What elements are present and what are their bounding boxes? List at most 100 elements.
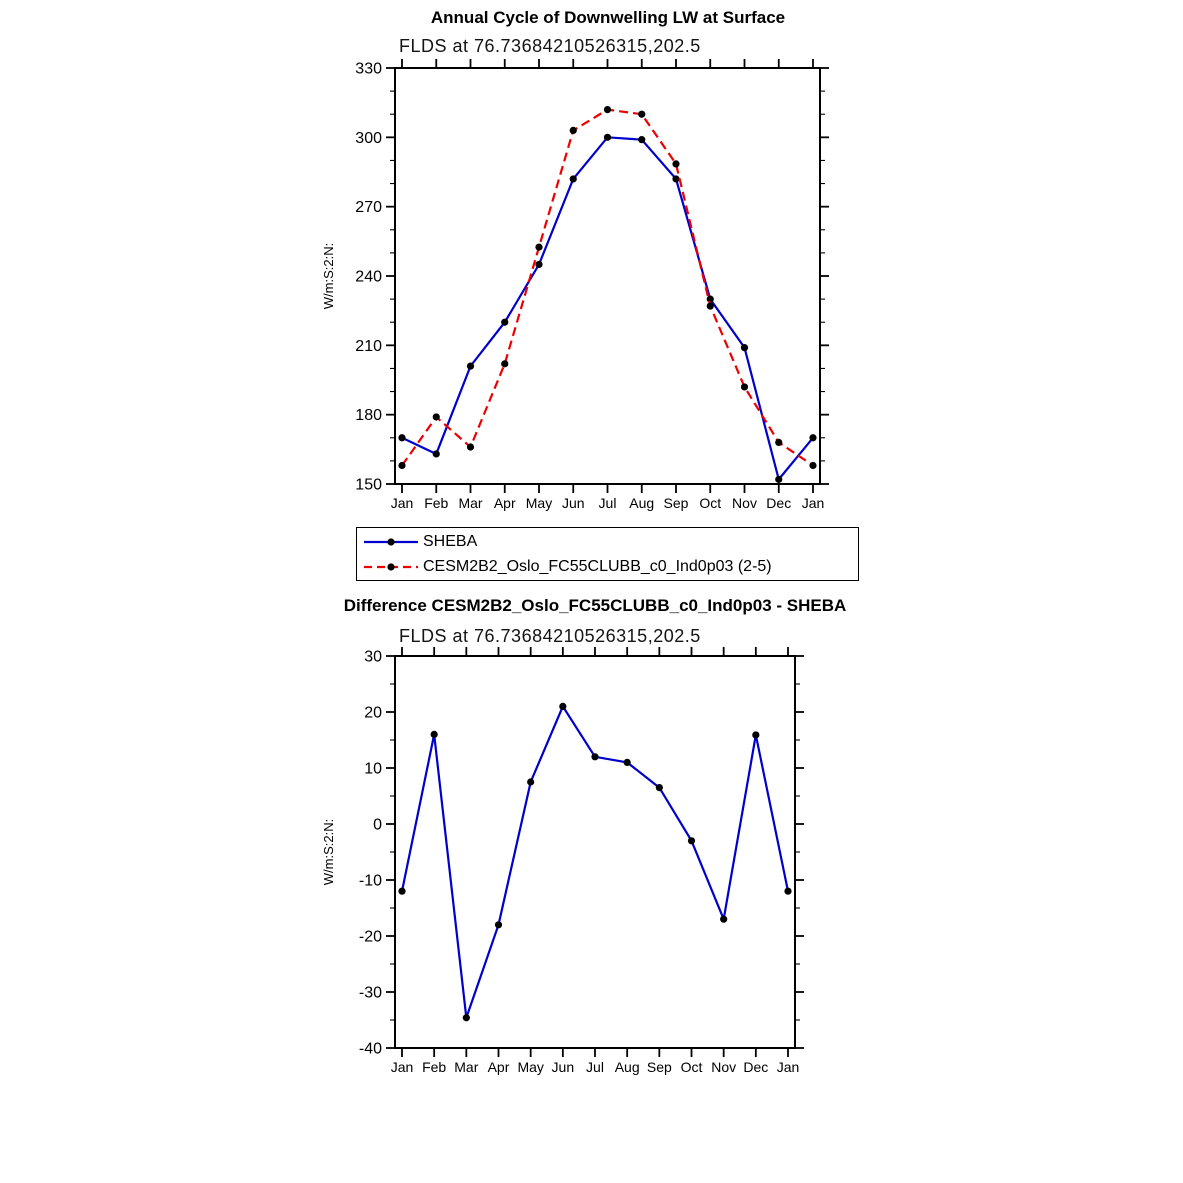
data-point: [655, 784, 663, 792]
data-point: [398, 434, 406, 442]
data-point: [494, 921, 503, 929]
y-tick-label: 20: [364, 705, 382, 722]
annual-cycle-chart: 150 180 210 240 270 300 330 Jan Feb Mar Apr May Jun J…: [321, 59, 829, 511]
x-tick-label: Jun: [552, 1059, 575, 1075]
legend-label-cesm: CESM2B2_Oslo_FC55CLUBB_c0_Ind0p03 (2-5): [423, 557, 772, 575]
data-point: [432, 413, 440, 421]
data-point: [720, 915, 728, 923]
data-point: [706, 295, 714, 303]
data-point: [398, 887, 406, 895]
x-tick-label: Mar: [454, 1059, 478, 1075]
data-point: [535, 260, 543, 269]
y-tick-label: 10: [364, 761, 382, 778]
data-point: [775, 438, 783, 446]
y-tick-label: -40: [359, 1041, 382, 1058]
legend-item-cesm: CESM2B2_Oslo_FC55CLUBB_c0_Ind0p03 (2-5): [357, 554, 858, 579]
data-point: [706, 302, 714, 310]
x-tick-label: Sep: [664, 495, 689, 511]
data-point: [559, 702, 567, 711]
data-point: [569, 126, 577, 134]
data-point: [432, 450, 440, 458]
x-tick-label: Jan: [802, 495, 825, 511]
x-tick-label: Jan: [391, 495, 414, 511]
data-point: [535, 243, 543, 251]
x-tick-label: Jul: [599, 495, 617, 511]
data-point: [740, 383, 749, 391]
y-tick-label: -30: [359, 985, 382, 1002]
data-point: [527, 778, 535, 786]
data-point: [740, 344, 749, 352]
y-axis-title: W/m:S:2:N:: [321, 819, 336, 885]
data-point: [591, 753, 599, 761]
series-line-0: [400, 704, 790, 1019]
x-tick-label: Oct: [681, 1059, 703, 1075]
data-point: [672, 160, 680, 168]
y-tick-label: -20: [359, 929, 382, 946]
data-point: [638, 136, 646, 144]
x-tick-label: Apr: [494, 495, 516, 511]
x-tick-label: Jul: [586, 1059, 604, 1075]
y-tick-label: 240: [355, 269, 382, 286]
data-point: [687, 837, 696, 845]
data-point: [638, 110, 646, 118]
y-tick-label: -10: [359, 873, 382, 890]
x-tick-label: Feb: [424, 495, 448, 511]
data-point: [809, 434, 817, 442]
legend-box: SHEBA CESM2B2_Oslo_FC55CLUBB_c0_Ind0p03 …: [356, 527, 859, 581]
chart1-title: Annual Cycle of Downwelling LW at Surfac…: [430, 8, 786, 27]
data-point: [462, 1014, 470, 1022]
y-tick-label: 330: [355, 61, 382, 78]
data-point: [784, 887, 792, 895]
data-point: [501, 360, 509, 368]
y-tick-label: 30: [364, 649, 382, 666]
x-tick-label: Sep: [647, 1059, 672, 1075]
x-tick-label: Nov: [711, 1059, 736, 1075]
data-point: [430, 730, 438, 739]
x-tick-label: Jan: [777, 1059, 800, 1075]
y-tick-label: 270: [355, 199, 382, 216]
x-tick-label: Aug: [629, 495, 654, 511]
data-point: [501, 318, 509, 326]
x-tick-label: Apr: [488, 1059, 510, 1075]
x-tick-label: May: [526, 495, 552, 511]
x-tick-label: Jan: [391, 1059, 414, 1075]
chart1-subtitle: FLDS at 76.73684210526315,202.5: [399, 36, 701, 56]
series-line-1: [401, 108, 814, 467]
x-tick-label: Nov: [732, 495, 757, 511]
chart2-title: Difference CESM2B2_Oslo_FC55CLUBB_c0_Ind…: [343, 596, 847, 615]
legend-marker-dot: [387, 537, 395, 546]
series-line-0: [401, 136, 814, 482]
plot-frame: [394, 67, 821, 485]
y-tick-label: 300: [355, 130, 382, 147]
data-point: [672, 175, 680, 183]
x-tick-label: Dec: [743, 1059, 768, 1075]
data-point: [398, 461, 406, 470]
legend-label-sheba: SHEBA: [423, 532, 478, 550]
x-tick-label: Oct: [699, 495, 721, 511]
y-tick-label: 180: [355, 407, 382, 424]
y-tick-label: 150: [355, 477, 382, 494]
x-tick-label: May: [517, 1059, 543, 1075]
legend-marker-dot: [387, 562, 395, 571]
data-point: [466, 443, 475, 451]
data-point: [623, 758, 631, 767]
data-point: [752, 731, 760, 739]
difference-chart: -40 -30 -20 -10 0 10 20 30 Jan Feb Mar Apr May Jun Jul…: [321, 647, 804, 1075]
x-tick-label: Feb: [422, 1059, 446, 1075]
legend-line-sample-solid: [364, 537, 418, 546]
legend-line-sample-dashed: [364, 562, 418, 571]
data-point: [569, 175, 577, 183]
x-tick-label: Jun: [562, 495, 585, 511]
x-tick-label: Aug: [615, 1059, 640, 1075]
y-tick-label: 0: [373, 817, 382, 834]
data-point: [775, 475, 783, 483]
y-axis-title: W/m:S:2:N:: [321, 243, 336, 309]
x-tick-label: Mar: [458, 495, 482, 511]
legend-item-sheba: SHEBA: [357, 529, 858, 554]
data-point: [809, 461, 817, 470]
data-point: [603, 106, 612, 114]
x-tick-label: Dec: [766, 495, 791, 511]
y-tick-label: 210: [355, 338, 382, 355]
